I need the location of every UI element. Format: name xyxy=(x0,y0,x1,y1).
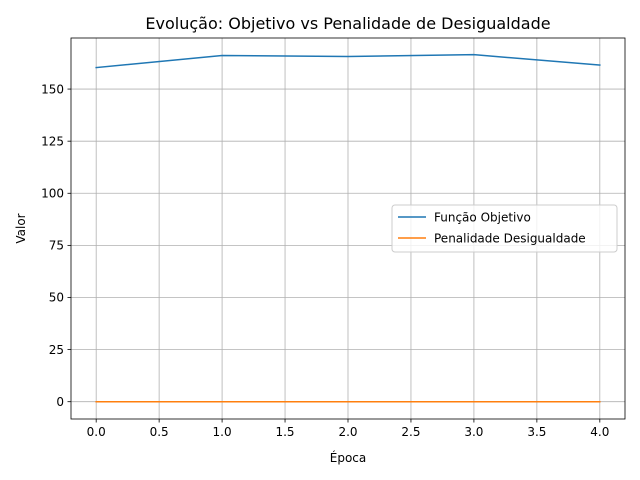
x-tick-label: 3.5 xyxy=(527,425,546,439)
series-lines xyxy=(95,53,601,403)
series-line-0 xyxy=(95,53,601,69)
legend-box xyxy=(391,204,618,253)
x-tick-label: 2.5 xyxy=(401,425,420,439)
y-tick-label: 50 xyxy=(49,291,64,305)
y-tick-label: 150 xyxy=(41,82,64,96)
axis-ticks: 0.0 0.5 1.0 1.5 2.0 2.5 3.0 3.5 4.0 0 25 50 75 100 125… xyxy=(41,82,609,439)
x-tick-label: 1.5 xyxy=(275,425,294,439)
x-tick-label: 0.0 xyxy=(87,425,106,439)
x-tick-label: 1.0 xyxy=(213,425,232,439)
x-tick-label: 0.5 xyxy=(150,425,169,439)
chart-title: Evolução: Objetivo vs Penalidade de Desi… xyxy=(145,14,550,33)
x-tick-label: 4.0 xyxy=(590,425,609,439)
y-tick-label: 125 xyxy=(41,134,64,148)
x-axis-title: Época xyxy=(330,450,367,465)
y-tick-label: 75 xyxy=(49,239,64,253)
y-tick-label: 0 xyxy=(56,395,64,409)
x-tick-label: 3.0 xyxy=(464,425,483,439)
y-axis-title: Valor xyxy=(14,213,28,243)
legend-label-0: Função Objetivo xyxy=(434,210,531,224)
legend-label-1: Penalidade Desigualdade xyxy=(434,231,586,245)
y-tick-label: 100 xyxy=(41,186,64,200)
y-tick-label: 25 xyxy=(49,343,64,357)
legend: Função Objetivo Penalidade Desigualdade xyxy=(391,204,618,253)
x-tick-label: 2.0 xyxy=(338,425,357,439)
